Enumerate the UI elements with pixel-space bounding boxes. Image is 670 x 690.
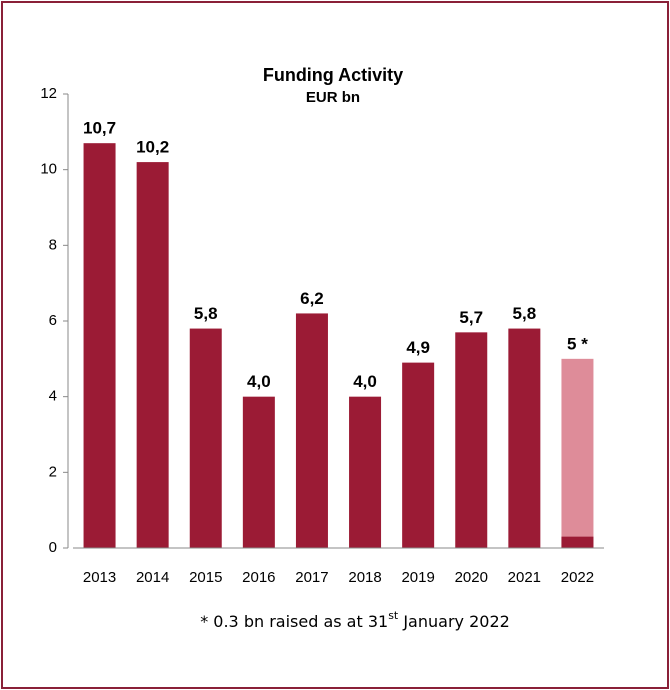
value-label: 4,0: [353, 372, 377, 391]
x-tick-label: 2021: [508, 569, 541, 586]
chart-subtitle: EUR bn: [306, 89, 360, 106]
bar: [83, 143, 116, 548]
value-label: 10,7: [83, 119, 116, 138]
x-tick-label: 2015: [189, 569, 222, 586]
bar: [455, 332, 488, 548]
value-label: 5 *: [567, 334, 588, 353]
bar: [136, 162, 169, 548]
x-tick-label: 2017: [295, 569, 328, 586]
chart-title: Funding Activity: [263, 65, 403, 85]
y-tick-label: 4: [49, 388, 57, 405]
bar: [349, 396, 382, 548]
x-tick-label: 2020: [455, 569, 488, 586]
x-tick-label: 2019: [401, 569, 434, 586]
y-tick-label: 2: [49, 463, 57, 480]
footnote-sup: st: [388, 609, 399, 622]
bar: [295, 313, 328, 548]
bar: [242, 396, 275, 548]
footnote-rest: January 2022: [398, 612, 510, 631]
value-label: 5,8: [194, 304, 218, 323]
value-label: 5,8: [513, 304, 537, 323]
y-tick-label: 12: [40, 85, 57, 102]
value-label: 6,2: [300, 289, 324, 308]
bar: [561, 358, 594, 548]
y-tick-label: 8: [49, 236, 57, 253]
x-tick-label: 2018: [348, 569, 381, 586]
footnote-text: * 0.3 bn raised as at 31: [200, 612, 388, 631]
x-tick-label: 2022: [561, 569, 594, 586]
value-label: 10,2: [136, 138, 169, 157]
bar-raised: [561, 536, 594, 548]
value-label: 4,0: [247, 372, 271, 391]
x-tick-label: 2016: [242, 569, 275, 586]
value-label: 5,7: [459, 308, 483, 327]
footnote: * 0.3 bn raised as at 31st January 2022: [200, 609, 510, 631]
x-tick-label: 2014: [136, 569, 169, 586]
bar: [402, 362, 435, 548]
y-tick-label: 6: [49, 312, 57, 329]
bar: [189, 328, 222, 548]
x-tick-label: 2013: [83, 569, 116, 586]
y-tick-label: 10: [40, 161, 57, 178]
value-label: 4,9: [406, 338, 430, 357]
y-tick-label: 0: [49, 539, 57, 556]
bar: [508, 328, 541, 548]
